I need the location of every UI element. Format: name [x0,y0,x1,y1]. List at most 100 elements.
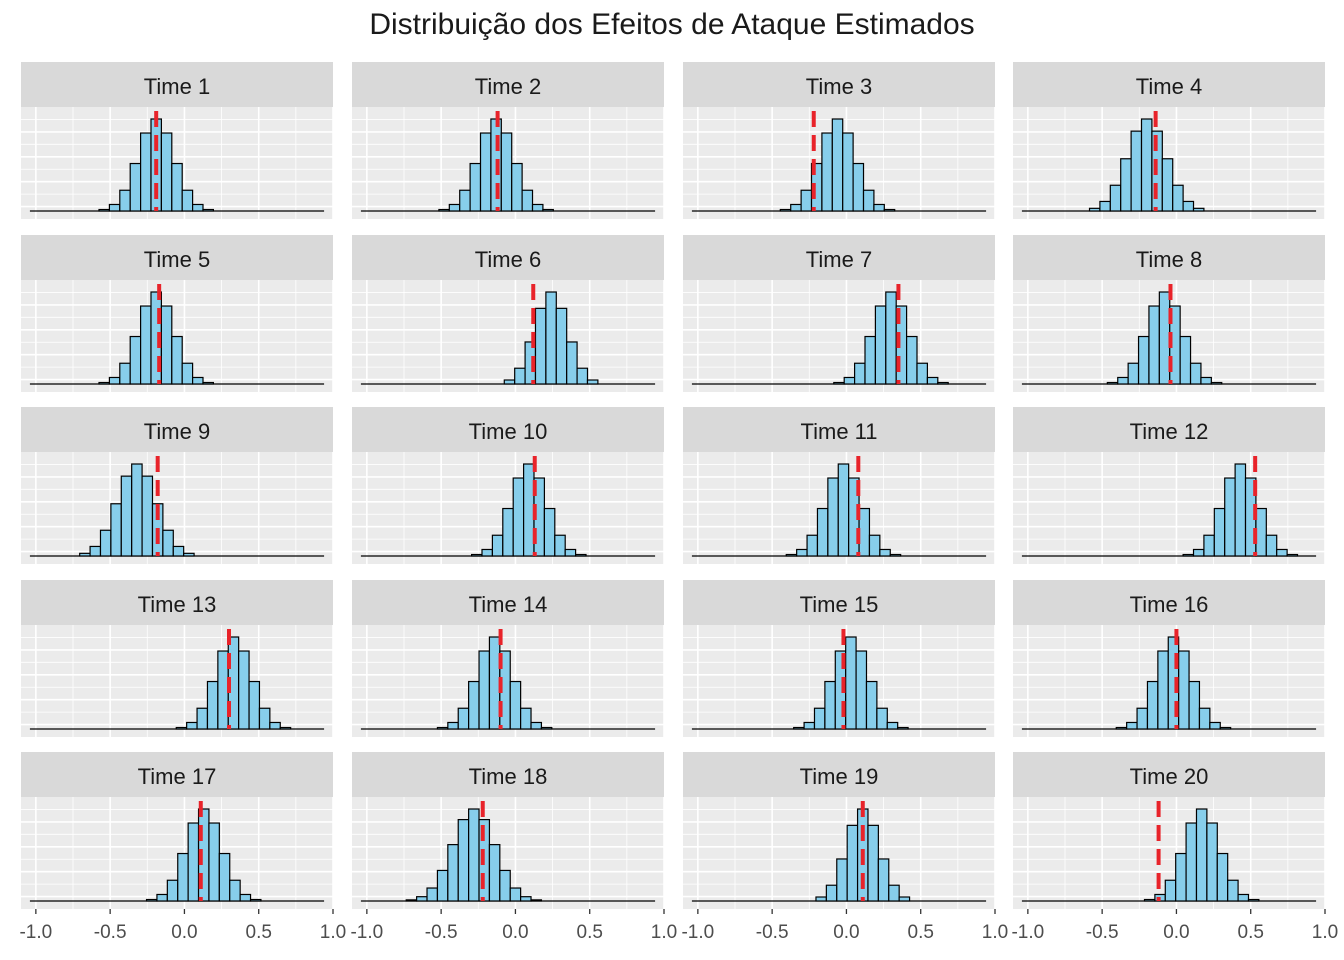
histogram-bar [405,899,418,902]
facet-strip [352,235,664,280]
histogram-bar [1148,305,1160,385]
histogram-bar [500,132,513,212]
histogram-bar [141,475,154,557]
histogram-bar [879,548,891,557]
histogram-bar [574,553,587,557]
histogram-bar [1109,184,1122,212]
histogram-bar [855,650,868,730]
histogram-bar [521,189,534,212]
histogram-bar [183,552,195,557]
x-tick-label: 0.5 [577,922,603,943]
histogram-bar [162,529,174,557]
histogram-bar [564,548,577,557]
histogram-bar [478,650,491,730]
histogram-bar [202,208,214,212]
histogram-bar [1286,553,1299,557]
histogram-bar [196,707,209,730]
facet-label: Time 5 [144,247,210,272]
x-tick-label: 1.0 [651,922,677,943]
histogram-bar [1137,335,1150,385]
histogram-bar [108,203,121,212]
histogram-bar [129,162,142,212]
histogram-bar [1136,707,1149,730]
facet-strip [683,407,995,452]
histogram-bar [512,477,525,557]
histogram-bar [530,721,543,730]
histogram-bar [522,463,535,557]
histogram-bar [181,189,194,212]
facet-label: Time 19 [800,764,879,789]
histogram-bar [89,545,102,557]
histogram-bar [1255,507,1267,557]
histogram-bar [108,376,121,385]
histogram-bar [1126,721,1138,730]
x-tick-label: -0.5 [425,922,458,943]
facet-label: Time 1 [144,74,210,99]
histogram-bar [119,362,131,385]
histogram-bar [862,189,875,212]
histogram-bar [886,721,899,730]
histogram-bar [877,858,890,902]
histogram-bar [186,721,198,730]
histogram-bar [1209,721,1221,730]
x-tick-label: 1.0 [982,922,1008,943]
x-tick-label: -1.0 [1011,922,1044,943]
histogram-bar [1216,852,1229,902]
histogram-bar [1185,822,1198,902]
histogram-bar [171,335,183,385]
facet-label: Time 20 [1130,764,1209,789]
histogram-bar [905,335,918,385]
histogram-bar [868,534,881,557]
x-tick-label: 1.0 [320,922,346,943]
histogram-bar [790,203,802,212]
histogram-bar [1198,707,1211,730]
histogram-bar [827,477,839,557]
histogram-bar [499,869,511,902]
facet-strip [683,752,995,797]
facet-strip [352,407,664,452]
x-tick-label: -0.5 [1086,922,1119,943]
histogram-bar [520,707,532,730]
histogram-bar [858,507,871,557]
facet-strip [21,235,333,280]
histogram-bar [1195,808,1208,902]
histogram-bar [853,362,866,385]
histogram-bar [816,507,829,557]
histogram-bar [836,858,848,902]
histogram-bar [177,852,189,902]
facet-strip [352,752,664,797]
histogram-bar [1237,893,1250,902]
histogram-bar [534,307,547,385]
histogram-bar [239,893,252,902]
histogram-bar [531,203,544,212]
histogram-bar [898,896,911,902]
histogram-bar [488,636,501,730]
histogram-bar [1178,650,1190,730]
histogram-bar [269,721,281,730]
histogram-bar [1161,158,1174,212]
facet-label: Time 14 [469,592,548,617]
histogram-bar [1164,879,1177,902]
facet-strip [21,580,333,625]
histogram-bar [542,208,554,212]
facet-label: Time 6 [475,247,541,272]
histogram-bar [793,726,805,730]
histogram-bar [876,707,888,730]
histogram-bar [815,896,827,902]
histogram-bar [238,650,250,730]
histogram-bar [120,475,133,557]
histogram-bar [1179,335,1192,385]
facet-strip [683,62,995,107]
facet-label: Time 2 [475,74,541,99]
histogram-bar [520,896,532,902]
facet-strip [1013,580,1325,625]
x-tick-label: 0.5 [246,922,272,943]
histogram-bar [1210,381,1223,385]
histogram-bar [867,824,879,902]
facet-strip [352,62,664,107]
facet-label: Time 13 [138,592,217,617]
histogram-bar [1157,650,1169,730]
histogram-bar [543,507,556,557]
histogram-bar [1189,362,1202,385]
